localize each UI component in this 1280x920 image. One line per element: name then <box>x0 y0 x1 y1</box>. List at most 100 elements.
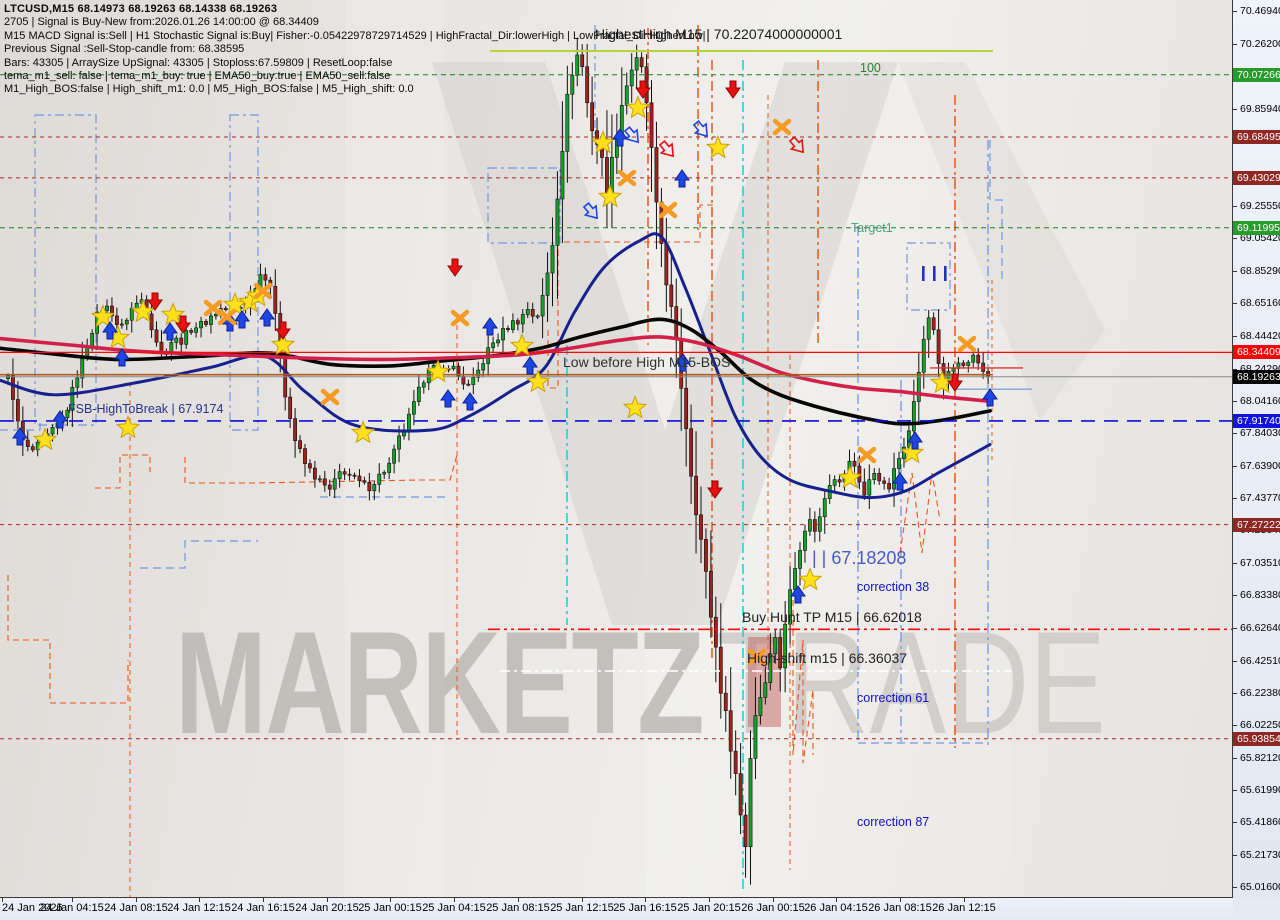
fractal-trail-orange <box>7 575 129 704</box>
chart-area[interactable]: MARKETZ TRADE LTCUSD,M15 68.14973 68.1926… <box>0 0 1233 898</box>
candle-up <box>575 54 580 76</box>
candle-down <box>887 483 892 490</box>
price-tick-mark <box>1233 400 1237 402</box>
candle-up <box>70 387 75 411</box>
candle-down <box>288 396 293 419</box>
candle-up <box>199 320 203 329</box>
candle-down <box>738 773 743 816</box>
candle-up <box>634 57 639 71</box>
candle-up <box>411 401 416 415</box>
candle-up <box>822 498 827 518</box>
sell-arrow-icon <box>635 80 651 99</box>
fractal-trail-orange <box>95 454 151 489</box>
price-tick-label: 68.85290 <box>1240 264 1280 277</box>
candle-down <box>981 362 986 372</box>
candle-up <box>798 550 802 569</box>
time-label: 26 Jan 12:15 <box>932 902 996 914</box>
time-tick-mark <box>709 898 710 902</box>
candle-down <box>664 243 669 286</box>
candle-down <box>778 637 783 669</box>
candle-up <box>773 637 778 655</box>
time-tick-mark <box>964 898 965 902</box>
star-signal-icon <box>797 567 823 591</box>
candle-up <box>317 478 322 481</box>
time-label: 24 Jan 2026 <box>2 902 63 914</box>
candle-down <box>704 539 708 572</box>
candle-down <box>30 446 35 451</box>
price-tick-mark <box>1233 886 1237 888</box>
time-axis[interactable]: 24 Jan 2026 24 Jan 04:15 24 Jan 08:15 24 Ja… <box>0 898 1233 920</box>
price-tick-label: 68.44420 <box>1240 330 1280 343</box>
price-tick-label: 68.04160 <box>1240 394 1280 407</box>
candle-up <box>451 365 456 370</box>
price-axis[interactable]: 70.46940 70.26200 69.85940 69.25550 69.05420… <box>1233 0 1280 898</box>
star-signal-icon <box>929 370 955 394</box>
candle-up <box>971 354 976 363</box>
star-signal-icon <box>837 465 863 489</box>
price-tick-mark <box>1233 660 1237 662</box>
price-tick-mark <box>1233 302 1237 304</box>
candle-down <box>149 313 154 331</box>
price-tick-mark <box>1233 205 1237 207</box>
star-signal-icon <box>597 184 623 208</box>
candle-down <box>882 480 887 484</box>
price-tick-label: 67.43770 <box>1240 491 1280 504</box>
sell-arrow-icon <box>447 258 463 277</box>
time-label: 24 Jan 04:15 <box>40 902 104 914</box>
candle-up <box>926 317 931 340</box>
price-tick-label: 67.03510 <box>1240 556 1280 569</box>
price-tick-mark <box>1233 594 1237 596</box>
candle-up <box>540 295 545 317</box>
candle-up <box>491 342 496 348</box>
price-tick-label: 69.25550 <box>1240 199 1280 212</box>
candle-down <box>367 481 372 492</box>
candle-down <box>976 354 981 364</box>
buy-arrow-icon <box>234 310 250 329</box>
session-band <box>1010 0 1232 897</box>
buy-arrow-icon <box>674 169 690 188</box>
price-tick-label: 65.01600 <box>1240 880 1280 893</box>
candle-up <box>897 458 901 469</box>
candle-up <box>817 516 822 532</box>
hollow-sell-arrow-icon <box>582 202 599 220</box>
time-label: 25 Jan 12:15 <box>550 902 614 914</box>
time-label: 26 Jan 00:15 <box>741 902 805 914</box>
x-signal-icon <box>203 299 223 317</box>
candle-down <box>654 147 659 203</box>
price-badge-black: 68.19263 <box>1233 369 1280 384</box>
candle-down <box>699 514 703 540</box>
hollow-sell-arrow-icon <box>623 126 640 144</box>
sell-arrow-icon <box>707 480 723 499</box>
sell-arrow-icon <box>725 80 741 99</box>
star-signal-icon <box>705 135 731 159</box>
price-tick-mark <box>1233 44 1237 46</box>
x-signal-icon <box>772 118 792 136</box>
candle-up <box>119 323 124 326</box>
x-signal-icon <box>957 335 977 353</box>
price-tick-mark <box>1233 822 1237 824</box>
price-tick-label: 65.41860 <box>1240 816 1280 829</box>
candle-down <box>15 399 20 422</box>
candle-up <box>803 530 807 551</box>
time-label: 26 Jan 08:15 <box>868 902 932 914</box>
price-badge-darkred: 67.27222 <box>1233 517 1280 532</box>
candle-up <box>129 307 134 321</box>
price-tick-label: 66.22380 <box>1240 686 1280 699</box>
time-tick-mark <box>72 898 73 902</box>
price-badge-red: 68.34409 <box>1233 345 1280 360</box>
time-label: 24 Jan 12:15 <box>167 902 231 914</box>
candle-up <box>872 472 877 480</box>
x-signal-icon <box>747 648 767 666</box>
price-tick-mark <box>1233 270 1237 272</box>
candle-down <box>223 308 228 310</box>
candle-up <box>397 435 401 450</box>
chart-canvas[interactable]: MARKETZ TRADE <box>0 0 1232 897</box>
candle-up <box>545 272 550 296</box>
candle-up <box>788 589 793 625</box>
candle-down <box>273 285 278 314</box>
candle-down <box>179 337 184 345</box>
fractal-trail-orange <box>547 204 713 389</box>
candle-down <box>708 571 713 618</box>
candle-down <box>322 478 327 486</box>
blue-tick-marker <box>922 266 925 281</box>
